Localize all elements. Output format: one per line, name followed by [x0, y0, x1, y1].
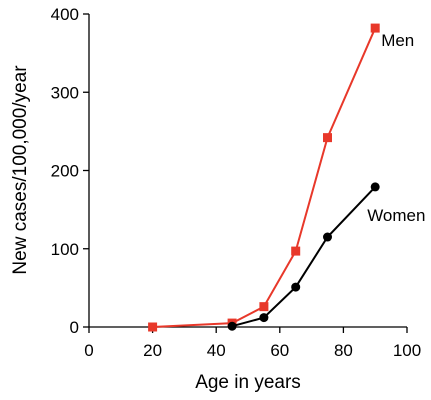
y-tick-label: 300: [51, 83, 79, 102]
data-point-men: [323, 133, 332, 143]
data-point-women: [323, 232, 332, 242]
y-tick-label: 0: [70, 318, 79, 337]
series-women-line: [231, 186, 376, 328]
y-tick-label: 400: [51, 5, 79, 24]
data-point-women: [259, 313, 269, 323]
data-point-men: [259, 302, 269, 312]
data-point-men: [291, 246, 301, 256]
x-tick-label: 20: [143, 341, 162, 360]
data-point-women: [227, 321, 237, 331]
x-tick-label: 100: [393, 341, 421, 360]
series-label-men: Men: [381, 31, 414, 50]
series-men: Men: [148, 23, 414, 332]
series-label-women: Women: [367, 206, 425, 225]
y-tick-label: 200: [51, 162, 79, 181]
series-layer: Men Women: [148, 23, 425, 332]
data-point-men: [370, 23, 380, 33]
data-point-men: [148, 322, 158, 332]
x-axis-title: Age in years: [195, 372, 301, 393]
x-tick-label: 40: [207, 341, 226, 360]
series-men-line: [152, 27, 377, 328]
data-point-women: [370, 182, 380, 192]
x-tick-label: 0: [84, 341, 93, 360]
series-women: Women: [227, 182, 425, 331]
x-tick-label: 60: [270, 341, 289, 360]
data-point-women: [291, 282, 301, 292]
x-tick-label: 80: [334, 341, 353, 360]
ticks-layer: 0 20 40 60 80 100 0 100 200 300 400: [51, 5, 422, 360]
y-tick-label: 100: [51, 240, 79, 259]
y-axis-title: New cases/100,000/year: [10, 65, 31, 275]
